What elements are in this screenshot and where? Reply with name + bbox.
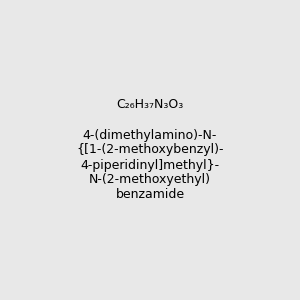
Text: C₂₆H₃₇N₃O₃

4-(dimethylamino)-N-
{[1-(2-methoxybenzyl)-
4-piperidinyl]methyl}-
N: C₂₆H₃₇N₃O₃ 4-(dimethylamino)-N- {[1-(2-m…	[76, 98, 224, 202]
